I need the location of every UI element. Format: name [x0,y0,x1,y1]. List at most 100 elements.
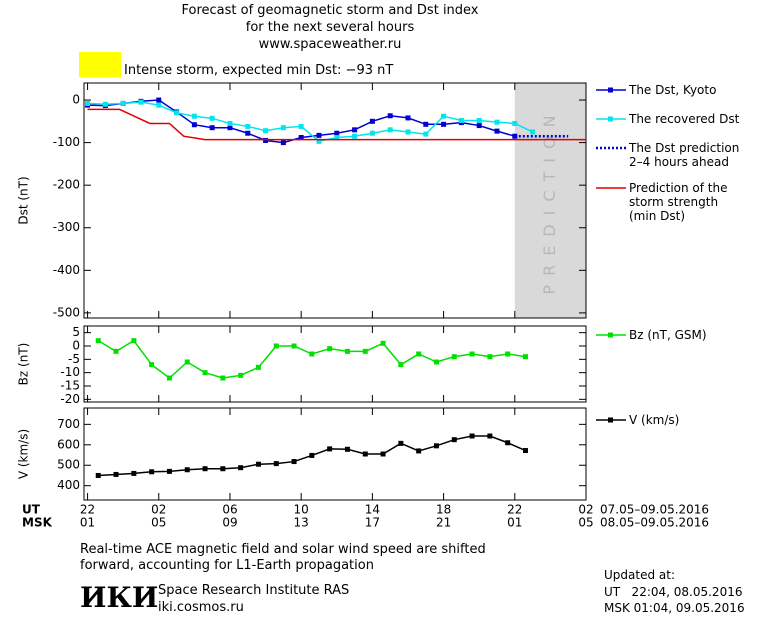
data-point [95,338,101,344]
series-line [97,339,526,379]
data-point [441,121,447,127]
y-tick-label: 500 [57,458,80,472]
data-point [202,370,208,376]
data-point [398,440,404,446]
ut-range: 07.05–09.05.2016 [600,503,709,517]
y-tick-label: 0 [72,339,80,353]
data-point [476,123,482,129]
data-point [227,120,233,126]
source: www.spaceweather.ru [258,37,402,52]
data-point [352,127,358,133]
data-point [316,132,322,138]
y-axis-label: Bz (nT) [17,343,31,386]
data-point [458,117,464,123]
y-tick-label: 0 [72,93,80,107]
y-tick-label: -200 [53,178,80,192]
data-point [102,101,108,107]
y-tick-label: -500 [53,305,80,319]
legend-label: The Dst prediction 2–4 hours ahead [629,141,740,169]
data-point [298,134,304,140]
x-tick-label: 22 [507,503,522,517]
data-point [149,469,155,475]
legend-label: The recovered Dst [629,112,740,126]
data-point [380,340,386,346]
data-point [273,343,279,349]
data-point [423,131,429,137]
data-point [522,448,528,454]
data-point [416,448,422,454]
data-point [245,130,251,136]
y-tick-label: 600 [57,437,80,451]
storm-indicator [79,52,121,77]
data-point [95,472,101,478]
legend-label: Prediction of the storm strength (min Ds… [629,181,728,223]
data-point [174,110,180,116]
plot-frame [83,325,587,403]
data-point [387,127,393,133]
data-point [298,123,304,129]
data-point [263,128,269,134]
x-tick-label-msk: 01 [80,516,95,530]
y-tick-label: 700 [57,417,80,431]
data-point [238,372,244,378]
data-point [227,125,233,131]
data-point [273,461,279,467]
note: Real-time ACE magnetic field and solar w… [80,542,486,573]
data-point [166,468,172,474]
data-point [494,119,500,125]
data-point [309,452,315,458]
data-point [487,433,493,439]
data-point [327,346,333,352]
data-point [184,467,190,473]
legend-label: The Dst, Kyoto [629,83,717,97]
legend-marker [608,87,613,93]
data-point [280,125,286,131]
y-tick-label: -400 [53,263,80,277]
y-tick-label: 5 [72,325,80,339]
y-tick-label: -10 [60,365,80,379]
x-tick-label-msk: 13 [294,516,309,530]
data-point [530,129,536,135]
data-point [469,351,475,357]
data-point [405,115,411,121]
data-point [291,459,297,465]
legend-marker [608,116,613,122]
data-point [113,348,119,354]
data-point [416,351,422,357]
legend-label: Bz (nT, GSM) [629,328,707,342]
x-tick-label: 22 [80,503,95,517]
y-axis-label: Dst (nT) [17,176,31,224]
data-point [209,125,215,131]
data-point [238,465,244,471]
plot-frame [83,82,587,319]
data-point [209,115,215,121]
data-point [263,137,269,143]
data-point [334,130,340,136]
data-point [512,120,518,126]
data-point [505,440,511,446]
x-tick-label-msk: 09 [222,516,237,530]
data-point [469,433,475,439]
data-point [120,100,126,106]
data-point [316,138,322,144]
data-point [451,354,457,360]
data-point [505,351,511,357]
msk-range: 08.05–09.05.2016 [600,516,709,530]
data-point [280,140,286,146]
data-point [138,99,144,105]
x-tick-label: 14 [365,503,380,517]
y-tick-label: -300 [53,220,80,234]
data-point [149,362,155,368]
data-point [405,129,411,135]
data-point [441,113,447,119]
data-point [487,354,493,360]
x-tick-label: 02 [151,503,166,517]
data-point [522,354,528,360]
x-tick-label: 18 [436,503,451,517]
x-tick-label-msk: 05 [151,516,166,530]
x-tick-label: 02 [578,503,593,517]
plot-frame [83,407,587,501]
data-point [245,123,251,129]
data-point [380,451,386,457]
